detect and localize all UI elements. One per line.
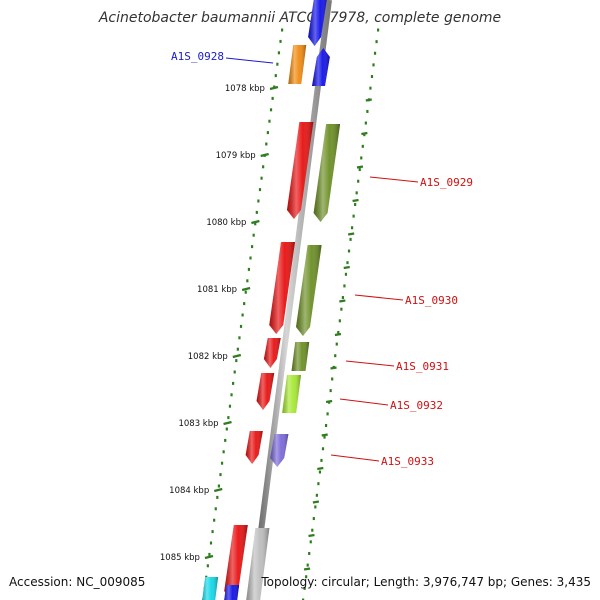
gene-A1S_0928-orange[interactable] <box>288 45 307 84</box>
gene-A1S_0932-red[interactable] <box>256 373 275 410</box>
kbp-tick-mark <box>269 85 279 91</box>
gene-leader-line <box>225 57 274 64</box>
minor-tick-mark <box>339 299 346 303</box>
minor-tick-mark <box>317 466 324 471</box>
minor-tick-mark <box>325 399 333 404</box>
gene-A1S_0931-red[interactable] <box>263 338 281 368</box>
cds-lower-red[interactable] <box>224 525 248 600</box>
gene-label[interactable]: A1S_0933 <box>381 455 434 468</box>
kbp-tick-mark <box>232 353 242 359</box>
gene-leader-line <box>345 360 395 367</box>
minor-tick-mark <box>321 433 328 437</box>
gene-leader-line <box>354 294 404 301</box>
minor-tick-mark <box>308 533 315 538</box>
minor-tick-mark <box>361 131 368 136</box>
cds-bottom-blue[interactable] <box>223 585 240 600</box>
gene-A1S_0930-olive[interactable] <box>295 245 322 336</box>
kbp-tick-label: 1080 kbp <box>206 218 246 228</box>
gene-label[interactable]: A1S_0931 <box>396 360 449 373</box>
kbp-tick-label: 1085 kbp <box>160 553 200 563</box>
cds-top-blue[interactable] <box>308 0 328 46</box>
kbp-tick-label: 1081 kbp <box>197 285 237 295</box>
minor-tick-mark <box>352 198 359 203</box>
minor-tick-mark <box>334 332 342 337</box>
gene-label[interactable]: A1S_0929 <box>420 176 473 189</box>
gene-A1S_0933-purple[interactable] <box>270 434 289 467</box>
cds-lower-gray[interactable] <box>246 528 270 600</box>
kbp-tick-mark <box>204 554 214 560</box>
genome-backbone <box>249 0 332 600</box>
kbp-tick-label: 1078 kbp <box>225 84 265 94</box>
minor-tick-mark <box>303 567 311 571</box>
gene-label[interactable]: A1S_0930 <box>405 294 458 307</box>
cds-bottom-cyan[interactable] <box>201 577 219 600</box>
map-title: Acinetobacter baumannii ATCC 17978, comp… <box>98 10 502 26</box>
minor-tick-mark <box>365 98 372 102</box>
minor-tick-mark <box>343 265 350 270</box>
gene-A1S_0928-blue[interactable] <box>311 48 330 86</box>
accession-text: Accession: NC_009085 <box>9 575 146 589</box>
kbp-tick-label: 1083 kbp <box>178 419 218 429</box>
gene-label[interactable]: A1S_0932 <box>390 399 443 412</box>
gene-A1S_0932-lime[interactable] <box>282 375 301 413</box>
scale-ring-left <box>202 28 284 600</box>
summary-text: Topology: circular; Length: 3,976,747 bp… <box>261 575 591 589</box>
gene-leader-line <box>369 176 419 183</box>
kbp-tick-label: 1082 kbp <box>188 352 228 362</box>
minor-tick-mark <box>347 232 355 236</box>
kbp-tick-mark <box>260 152 269 158</box>
gene-A1S_0929-red[interactable] <box>286 122 314 219</box>
gene-A1S_0931-olive[interactable] <box>291 342 310 371</box>
kbp-tick-mark <box>251 219 260 225</box>
minor-tick-mark <box>356 165 364 169</box>
kbp-tick-label: 1079 kbp <box>216 151 256 161</box>
gene-label[interactable]: A1S_0928 <box>171 50 224 63</box>
gene-A1S_0933-red[interactable] <box>245 431 263 464</box>
gene-A1S_0930-red[interactable] <box>269 242 296 334</box>
kbp-tick-mark <box>241 286 251 292</box>
gene-leader-line <box>330 454 380 462</box>
gene-A1S_0929-olive[interactable] <box>313 124 341 222</box>
gene-leader-line <box>339 398 389 406</box>
kbp-tick-label: 1084 kbp <box>169 486 209 496</box>
kbp-tick-mark <box>213 487 223 493</box>
kbp-tick-mark <box>223 420 232 426</box>
minor-tick-mark <box>312 500 320 504</box>
minor-tick-mark <box>330 366 337 370</box>
